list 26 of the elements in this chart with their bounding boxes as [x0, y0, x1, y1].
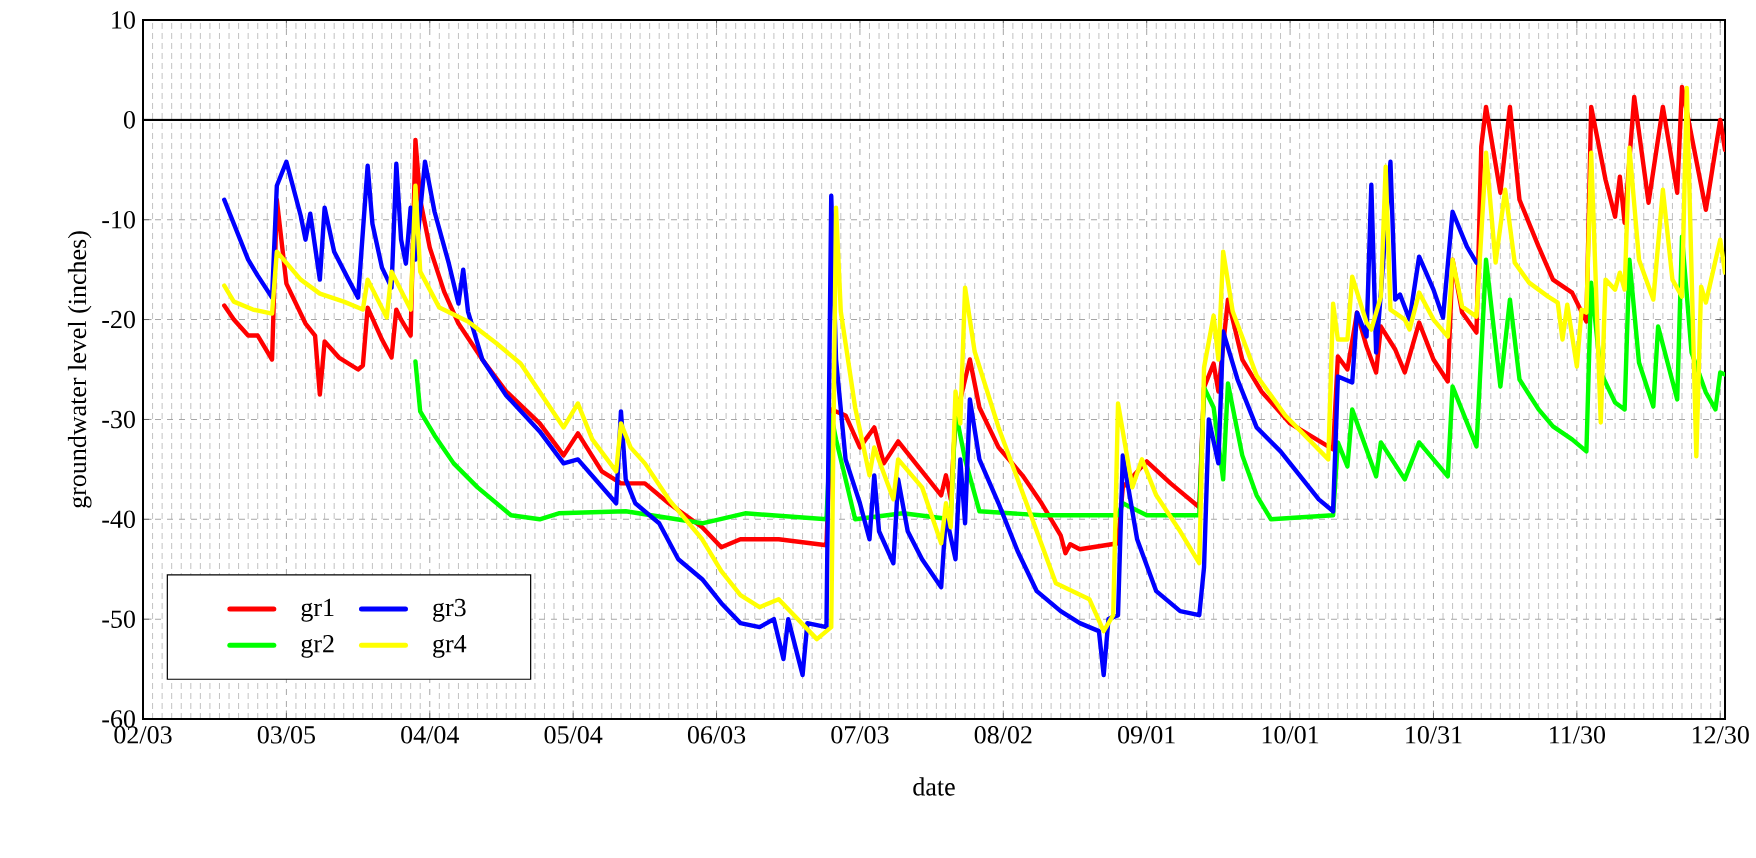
legend-label: gr1 — [301, 598, 334, 622]
x-tick-label: 02/03 — [114, 726, 172, 744]
x-tick-label: 10/01 — [1262, 726, 1319, 744]
y-tick-label: -30 — [102, 410, 135, 429]
y-tick-label: -50 — [102, 610, 135, 628]
x-tick-label: 07/03 — [831, 726, 889, 744]
x-tick-label: 06/03 — [687, 726, 746, 744]
y-tick-label: -60 — [102, 710, 135, 728]
y-tick-label: 10 — [112, 11, 135, 29]
x-axis-title: date — [913, 777, 955, 796]
x-tick-label: 08/02 — [974, 726, 1032, 744]
legend-label: gr2 — [301, 635, 334, 658]
y-tick-label: -40 — [102, 510, 135, 529]
x-tick-label: 05/04 — [544, 726, 603, 744]
y-tick-label: -10 — [102, 210, 135, 229]
x-tick-label: 12/30 — [1692, 726, 1749, 744]
x-tick-label: 03/05 — [257, 726, 315, 744]
legend-label: gr3 — [433, 598, 466, 622]
x-tick-label: 04/04 — [401, 726, 459, 744]
y-tick-label: 0 — [123, 111, 135, 129]
x-tick-label: 11/30 — [1550, 726, 1605, 744]
y-tick-label: -20 — [102, 310, 135, 329]
x-tick-label: 09/01 — [1118, 726, 1175, 744]
y-axis-title: groundwater level (inches) — [67, 231, 92, 508]
legend-label: gr4 — [433, 635, 467, 658]
x-tick-label: 10/31 — [1406, 726, 1462, 744]
